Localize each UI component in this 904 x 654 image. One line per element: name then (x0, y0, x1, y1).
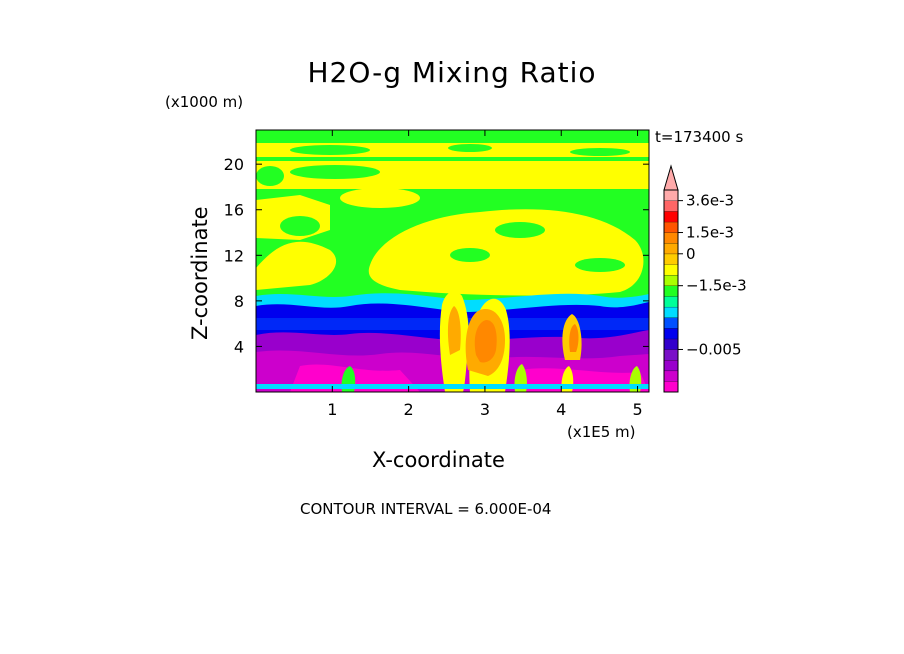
colorbar-label: 0 (686, 245, 696, 263)
colorbar-extend-arrow (663, 164, 679, 191)
x-axis-label: X-coordinate (372, 448, 505, 472)
colorbar-swatch (664, 200, 678, 212)
green-patch (290, 145, 370, 155)
colorbar-swatch (664, 253, 678, 265)
green-patch (495, 222, 545, 238)
green-patch (280, 216, 320, 236)
colorbar-swatch (664, 360, 678, 371)
colorbar-swatch (664, 232, 678, 244)
x-tick-label: 3 (480, 400, 490, 419)
yellow-patch (340, 188, 420, 208)
orange-core (474, 320, 497, 363)
colorbar-swatch (664, 317, 678, 329)
x-axis-ticks: 1 2 3 4 5 (327, 130, 643, 419)
orange-core (569, 324, 579, 352)
colorbar-swatch (664, 264, 678, 276)
colorbar-swatch (664, 349, 678, 361)
colorbar-label: 3.6e-3 (686, 192, 734, 210)
chart-title: H2O-g Mixing Ratio (307, 56, 597, 89)
y-tick-label: 4 (234, 337, 244, 356)
colorbar-swatch (664, 338, 678, 350)
y-tick-label: 20 (224, 155, 244, 174)
x-tick-label: 5 (632, 400, 642, 419)
colorbar-swatch (664, 296, 678, 307)
colorbar-swatch (664, 381, 678, 392)
yellow-anvil-cloud (368, 209, 644, 296)
x-tick-label: 1 (327, 400, 337, 419)
contour-interval-text: CONTOUR INTERVAL = 6.000E-04 (300, 500, 552, 518)
colorbar: 3.6e-3 1.5e-3 0 −1.5e-3 −0.005 (663, 164, 747, 393)
z-axis-units: (x1000 m) (165, 93, 244, 111)
green-patch (290, 165, 380, 179)
colorbar-swatch (664, 306, 678, 318)
colorbar-swatch (664, 190, 678, 201)
colorbar-swatch (664, 243, 678, 254)
colorbar-swatch (664, 370, 678, 382)
green-patch (570, 148, 630, 156)
colorbar-swatch (664, 221, 678, 233)
green-patch (448, 144, 492, 152)
colorbar-label: −0.005 (686, 340, 742, 358)
colorbar-swatch (664, 328, 678, 339)
green-patch (256, 166, 284, 186)
x-tick-label: 4 (556, 400, 566, 419)
y-axis-ticks: 4 8 12 16 20 (224, 155, 649, 356)
orange-core (447, 306, 461, 355)
y-tick-label: 8 (234, 292, 244, 311)
colorbar-swatch (664, 211, 678, 222)
green-patch (450, 248, 490, 262)
x-tick-label: 2 (404, 400, 414, 419)
green-patch (575, 258, 625, 272)
x-axis-units: (x1E5 m) (567, 423, 636, 441)
time-label: t=173400 s (655, 128, 744, 146)
colorbar-label: −1.5e-3 (686, 277, 747, 295)
mixing-ratio-field (256, 130, 649, 392)
plot-frame (255, 129, 650, 393)
colorbar-swatch (664, 285, 678, 297)
yellow-patch (256, 241, 337, 290)
colorbar-swatch (664, 275, 678, 286)
surface-layer (256, 384, 649, 389)
y-tick-label: 12 (224, 246, 244, 265)
colorbar-label: 1.5e-3 (686, 224, 734, 242)
y-tick-label: 16 (224, 201, 244, 220)
